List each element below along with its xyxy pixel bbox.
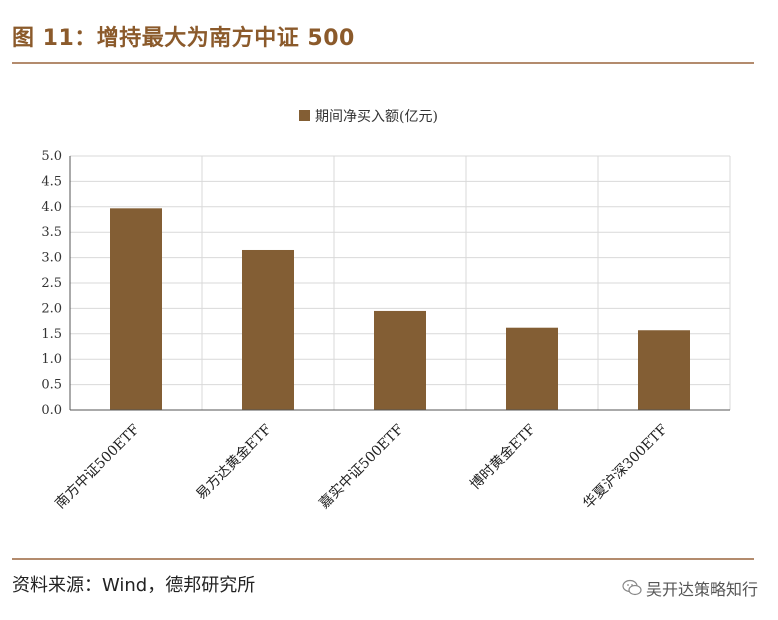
legend-swatch xyxy=(299,110,310,121)
footer-divider xyxy=(12,558,754,560)
x-axis: 南方中证500ETF 易方达黄金ETF 嘉实中证500ETF 博时黄金ETF 华夏沪深3… xyxy=(52,409,730,512)
y-tick-label: 1.0 xyxy=(41,352,62,367)
y-tick-label: 3.0 xyxy=(41,251,62,266)
x-category-label: 华夏沪深300ETF xyxy=(580,421,671,512)
legend-label: 期间净买入额(亿元) xyxy=(315,109,438,125)
bar-1 xyxy=(110,208,162,410)
bar-chart: 期间净买入额(亿元) 0.0 0.5 1.0 1.5 2.0 2.5 3.0 3.5 4.0 4.… xyxy=(41,109,731,512)
x-category-label: 嘉实中证500ETF xyxy=(316,421,407,512)
bar-4 xyxy=(506,327,558,410)
bars xyxy=(110,208,690,410)
x-category-label: 易方达黄金ETF xyxy=(193,421,275,503)
source-note: 资料来源：Wind，德邦研究所 xyxy=(12,575,256,596)
y-tick-label: 4.0 xyxy=(41,200,62,215)
y-tick-label: 0.0 xyxy=(41,403,62,418)
y-tick-label: 2.0 xyxy=(41,301,62,316)
y-tick-label: 2.5 xyxy=(41,276,62,291)
y-tick-label: 0.5 xyxy=(41,378,62,393)
y-tick-label: 1.5 xyxy=(41,327,62,342)
y-tick-label: 4.5 xyxy=(41,174,62,189)
y-tick-label: 5.0 xyxy=(41,149,62,164)
watermark-text: 吴开达策略知行 xyxy=(645,580,758,599)
wechat-icon xyxy=(622,579,642,596)
y-axis: 0.0 0.5 1.0 1.5 2.0 2.5 3.0 3.5 4.0 4.5 5.0 xyxy=(41,149,71,418)
title-divider xyxy=(12,62,754,64)
bar-2 xyxy=(242,249,294,410)
bar-3 xyxy=(374,310,426,410)
figure-title: 图 11：增持最大为南方中证 500 xyxy=(12,26,355,51)
x-category-label: 博时黄金ETF xyxy=(467,421,540,494)
bar-5 xyxy=(638,330,690,410)
watermark: 吴开达策略知行 xyxy=(622,576,758,600)
legend: 期间净买入额(亿元) xyxy=(299,109,438,125)
x-category-label: 南方中证500ETF xyxy=(52,421,143,512)
y-tick-label: 3.5 xyxy=(41,225,62,240)
